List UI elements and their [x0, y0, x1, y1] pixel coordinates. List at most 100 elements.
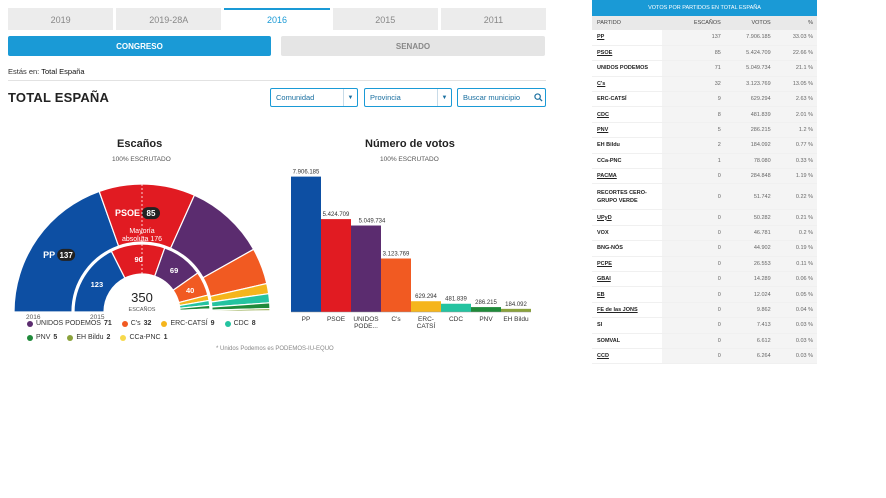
- table-cell: 9.862: [724, 302, 775, 319]
- party-name-cell[interactable]: CDC: [592, 106, 662, 123]
- table-cell: 46.781: [724, 225, 775, 242]
- vote-bar-category: PSOE: [327, 316, 346, 323]
- vote-bar[interactable]: [381, 258, 411, 312]
- seats-legend: UNIDOS PODEMOS 71 C's 32 ERC-CATSÍ 9 CDC 8 PNV 5 E…: [27, 320, 287, 348]
- vote-bar-category: PP: [302, 316, 311, 323]
- party-name-cell[interactable]: PP: [592, 30, 662, 46]
- tab-2011[interactable]: 2011: [440, 8, 547, 30]
- vote-bar[interactable]: [441, 303, 471, 312]
- vote-bar[interactable]: [471, 307, 501, 312]
- table-row: CDC 8 481.839 2.01 %: [592, 106, 817, 123]
- party-name-cell: BNG-NÓS: [592, 240, 662, 257]
- party-name-cell[interactable]: PACMA: [592, 168, 662, 185]
- majority-label: Mayoría absoluta 176: [122, 228, 162, 243]
- legend-dot-icon: [121, 320, 128, 327]
- legend-item: EH Bildu 2: [67, 334, 110, 341]
- vote-bar[interactable]: [411, 301, 441, 312]
- vote-bar[interactable]: [291, 176, 321, 312]
- party-name-cell[interactable]: FE de las JONS: [592, 302, 662, 319]
- table-cell: 50.282: [724, 209, 775, 226]
- vote-bar-category: PNV: [479, 316, 493, 323]
- vote-bar[interactable]: [351, 225, 381, 312]
- party-name-cell: CCa-PNC: [592, 153, 662, 170]
- table-cell: 9: [662, 91, 725, 108]
- tab-2016[interactable]: 2016: [224, 8, 330, 30]
- table-row: BNG-NÓS 0 44.902 0.19 %: [592, 240, 817, 257]
- table-cell: 8: [662, 106, 725, 123]
- table-cell: 0: [662, 256, 725, 272]
- legend-party-name: EH Bildu: [76, 334, 104, 341]
- table-cell: 1.2 %: [774, 122, 817, 139]
- column-header: ESCAÑOS: [662, 16, 725, 30]
- table-row: PCPE 0 26.553 0.11 %: [592, 256, 817, 272]
- comunidad-select[interactable]: Comunidad ▼: [270, 88, 358, 107]
- table-cell: 0: [662, 271, 725, 288]
- table-cell: 0.04 %: [774, 302, 817, 319]
- party-name-cell[interactable]: PSOE: [592, 45, 662, 62]
- table-row: SI 0 7.413 0.03 %: [592, 317, 817, 334]
- seats-2016-segment[interactable]: [211, 310, 271, 313]
- table-cell: 0.2 %: [774, 225, 817, 242]
- table-cell: 85: [662, 45, 725, 62]
- congreso-button[interactable]: CONGRESO: [8, 36, 271, 56]
- seats-2015-value: 123: [91, 280, 104, 289]
- table-cell: 33.03 %: [774, 30, 817, 46]
- seats-2016-value: 85: [147, 209, 156, 218]
- vote-bar-value: 7.906.185: [293, 170, 320, 176]
- legend-party-seats: 32: [143, 320, 152, 327]
- seats-2016-label: PP 137: [43, 248, 76, 261]
- table-cell: 184.092: [724, 137, 775, 154]
- table-cell: 0.21 %: [774, 209, 817, 226]
- table-cell: 0: [662, 209, 725, 226]
- legend-party-name: UNIDOS PODEMOS: [36, 320, 101, 327]
- table-cell: 5.049.734: [724, 60, 775, 77]
- table-cell: 3.123.769: [724, 76, 775, 93]
- legend-party-seats: 2: [106, 334, 111, 341]
- legend-item: PNV 5: [27, 334, 57, 341]
- party-name-cell[interactable]: C's: [592, 76, 662, 93]
- party-name-cell[interactable]: PCPE: [592, 256, 662, 272]
- table-row: RECORTES CERO-GRUPO VERDE 0 51.742 0.22 %: [592, 183, 817, 211]
- table-cell: 5: [662, 122, 725, 139]
- year-tabs: 2019 2019-28A 2016 2015 2011: [8, 8, 547, 30]
- page-title: TOTAL ESPAÑA: [8, 90, 110, 105]
- table-cell: 1.19 %: [774, 168, 817, 185]
- party-name-cell[interactable]: PNV: [592, 122, 662, 139]
- seats-title: Escaños: [117, 138, 163, 150]
- party-name-cell[interactable]: UPyD: [592, 209, 662, 226]
- party-name-cell: RECORTES CERO-GRUPO VERDE: [592, 183, 662, 211]
- legend-party-seats: 9: [210, 320, 215, 327]
- tab-2019-28A[interactable]: 2019-28A: [116, 8, 222, 30]
- party-name-cell[interactable]: GBAI: [592, 271, 662, 288]
- table-cell: 21.1 %: [774, 60, 817, 77]
- municipio-search[interactable]: Buscar municipio: [457, 88, 546, 107]
- tab-2015[interactable]: 2015: [332, 8, 438, 30]
- provincia-select[interactable]: Provincia ▼: [364, 88, 452, 107]
- breadcrumb-current[interactable]: Total España: [41, 67, 85, 76]
- senado-button[interactable]: SENADO: [281, 36, 545, 56]
- vote-bar[interactable]: [321, 219, 351, 312]
- party-name-cell[interactable]: EB: [592, 286, 662, 303]
- breadcrumb: Estás en: Total España: [8, 67, 85, 76]
- table-cell: 13.05 %: [774, 76, 817, 93]
- table-row: CCD 0 6.264 0.03 %: [592, 348, 817, 365]
- tab-2019[interactable]: 2019: [8, 8, 114, 30]
- vote-bar-value: 286.215: [475, 300, 497, 306]
- table-cell: 0: [662, 348, 725, 365]
- party-name-cell[interactable]: CCD: [592, 348, 662, 365]
- table-cell: 481.839: [724, 106, 775, 123]
- party-name-cell: ERC-CATSÍ: [592, 91, 662, 108]
- seats-2016-value: 137: [59, 251, 73, 260]
- seats-2015-segment[interactable]: [179, 310, 211, 313]
- search-icon[interactable]: [531, 89, 545, 106]
- vote-bar[interactable]: [501, 308, 531, 312]
- seats-subtitle: 100% ESCRUTADO: [112, 156, 171, 163]
- table-row: PP 137 7.906.185 33.03 %: [592, 30, 817, 46]
- table-cell: 0: [662, 286, 725, 303]
- legend-dot-icon: [67, 334, 74, 341]
- total-seats-label: ESCAÑOS: [129, 306, 156, 313]
- table-cell: 6.264: [724, 348, 775, 365]
- table-cell: 0: [662, 225, 725, 242]
- table-cell: 286.215: [724, 122, 775, 139]
